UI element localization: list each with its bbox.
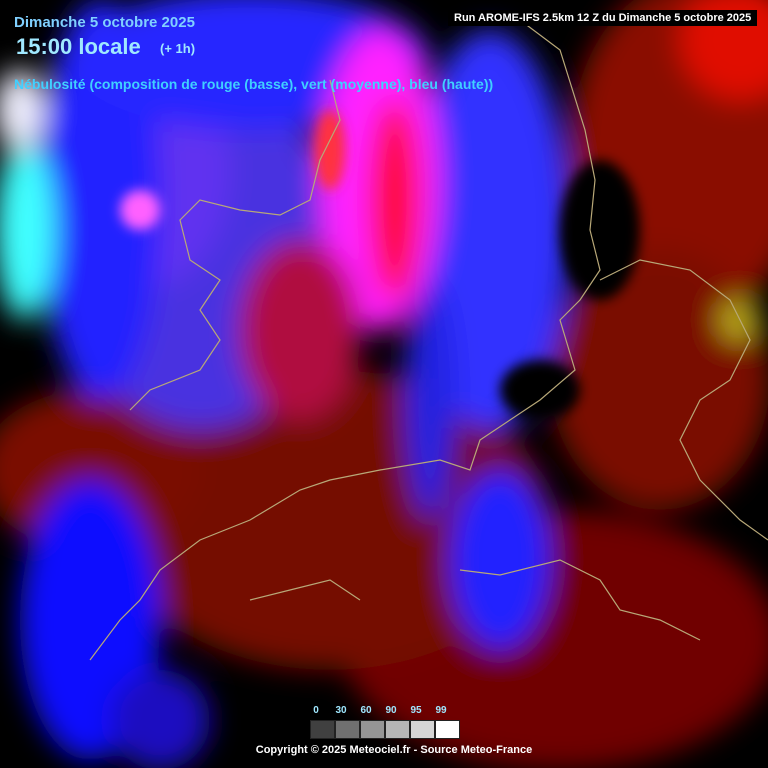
legend-swatch bbox=[385, 720, 410, 739]
legend-swatch bbox=[310, 720, 335, 739]
legend-swatch bbox=[360, 720, 385, 739]
legend-swatch bbox=[335, 720, 360, 739]
run-info: Run AROME-IFS 2.5km 12 Z du Dimanche 5 o… bbox=[448, 10, 758, 26]
legend-swatch bbox=[435, 720, 460, 739]
legend-label: 0 bbox=[313, 705, 319, 716]
legend-label: 90 bbox=[385, 705, 397, 716]
time: 15:00 locale bbox=[16, 34, 141, 59]
legend-label: 60 bbox=[360, 705, 372, 716]
copyright: Copyright © 2025 Meteociel.fr - Source M… bbox=[255, 744, 533, 756]
legend-label: 99 bbox=[435, 705, 447, 716]
legend-label: 95 bbox=[410, 705, 422, 716]
date: Dimanche 5 octobre 2025 bbox=[14, 14, 195, 31]
legend-label: 30 bbox=[335, 705, 347, 716]
time-offset: (+ 1h) bbox=[160, 41, 196, 56]
description: Nébulosité (composition de rouge (basse)… bbox=[14, 76, 494, 92]
legend-swatch bbox=[410, 720, 435, 739]
